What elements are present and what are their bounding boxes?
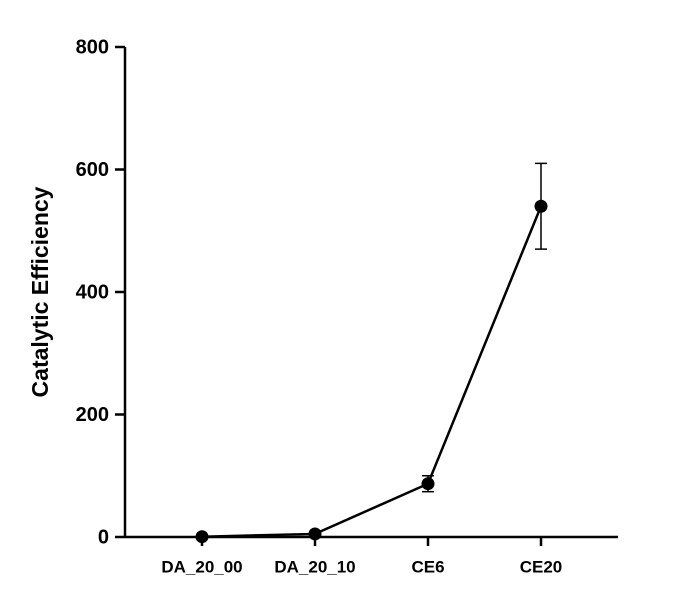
point (421, 477, 435, 491)
y-axis-label: Catalytic Efficiency (27, 186, 53, 397)
x-tick-label: DA_20_10 (274, 557, 355, 576)
line (201, 205, 543, 538)
point (308, 527, 322, 541)
x-tick-label: CE6 (411, 557, 444, 576)
x-tick-label: CE20 (520, 557, 563, 576)
x-tick-label: DA_20_00 (161, 557, 242, 576)
y-tick-label: 600 (76, 159, 109, 181)
point (534, 199, 548, 213)
y-tick-label: 200 (76, 404, 109, 426)
y-tick-label: 800 (76, 36, 109, 58)
y-tick-label: 0 (98, 526, 109, 548)
y-tick-label: 400 (76, 281, 109, 303)
point (195, 530, 209, 544)
